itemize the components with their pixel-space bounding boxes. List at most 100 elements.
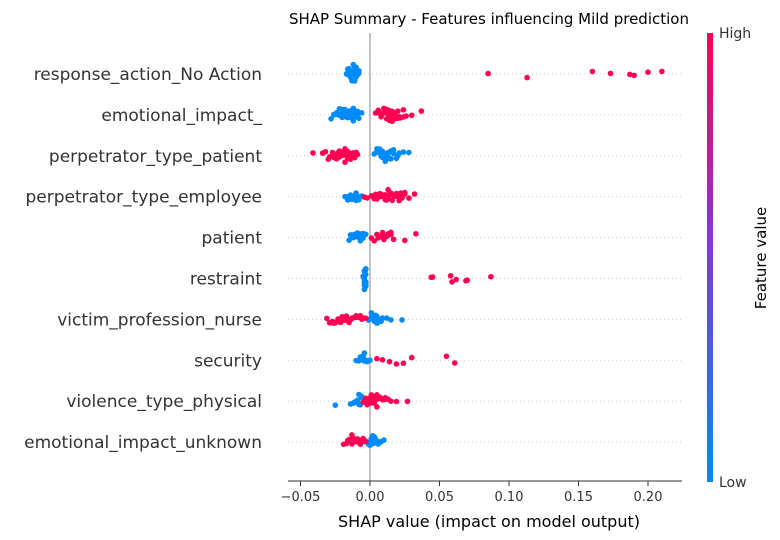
high-value-point [371,400,378,406]
high-value-point [392,112,398,118]
feature-label: perpetrator_type_employee [25,188,262,208]
high-value-point [411,191,418,197]
high-value-point [645,69,651,75]
low-value-point [338,111,344,118]
high-value-point [381,236,387,243]
low-value-point [383,315,390,321]
high-value-point [402,189,408,196]
high-value-point [485,70,491,77]
high-value-point [408,112,415,119]
x-tick-label: 0.10 [495,490,524,505]
low-value-point [376,439,383,445]
high-value-point [402,237,408,244]
high-value-point [390,236,397,243]
high-value-point [375,107,382,114]
feature-label: patient [202,229,263,249]
high-value-point [350,153,357,159]
low-value-point [383,150,390,157]
high-value-point [336,319,343,325]
low-value-point [353,70,359,77]
high-value-point [345,437,351,444]
high-value-point [324,315,330,322]
high-value-point [393,361,400,367]
chart-title: SHAP Summary - Features influencing Mild… [289,10,689,28]
colorbar: High Low Feature value [707,26,770,491]
high-value-point [400,107,407,113]
high-value-point [381,105,387,112]
high-value-point [378,191,384,197]
colorbar-title: Feature value [752,207,770,309]
x-tick-label: 0.15 [564,490,593,505]
high-value-point [400,360,407,367]
high-value-point [452,360,458,366]
high-value-point [346,151,352,157]
high-value-point [404,398,411,405]
low-value-point [379,148,386,155]
high-value-point [453,276,460,283]
high-value-point [388,108,394,115]
low-value-point [399,317,405,323]
high-value-point [374,355,380,362]
low-value-point [346,237,352,243]
high-value-point [589,68,596,75]
low-value-point [336,106,343,112]
low-value-point [400,149,407,155]
low-value-point [356,231,362,237]
low-value-point [351,108,358,115]
low-value-point [360,357,366,364]
high-value-point [627,71,633,78]
low-value-point [345,114,351,121]
high-value-point [383,197,390,203]
high-value-point [349,441,355,447]
feature-label: victim_profession_nurse [57,310,262,330]
feature-labels: response_action_No Action emotional_impac… [24,65,262,453]
low-value-point [351,194,358,201]
low-value-point [328,116,334,122]
high-value-point [378,112,384,119]
high-value-point [372,191,379,198]
high-value-point [322,149,329,155]
low-value-point [382,158,389,165]
high-value-point [524,74,530,81]
high-value-point [363,395,369,402]
low-value-point [350,61,357,68]
low-value-point [354,397,361,404]
low-value-point [351,78,358,84]
low-value-point [406,149,412,156]
feature-label: perpetrator_type_patient [49,147,262,167]
high-value-point [659,68,665,75]
high-value-point [429,274,436,280]
low-value-point [361,350,368,356]
shap-points [310,61,665,449]
high-value-point [418,108,425,114]
feature-label: response_action_No Action [34,65,262,85]
high-value-point [364,401,371,408]
low-value-point [346,108,352,114]
high-value-point [325,156,332,162]
low-value-point [372,312,379,319]
high-value-point [399,195,405,201]
x-tick-label: 0.00 [356,490,385,505]
low-value-point [331,112,337,118]
high-value-point [371,238,378,244]
high-value-point [406,195,412,201]
x-tick-label: 0.05 [425,490,454,505]
feature-label: restraint [190,270,263,290]
high-value-point [447,273,454,279]
high-value-point [375,235,382,241]
feature-label: emotional_impact_unknown [24,433,262,453]
high-value-point [376,394,383,401]
high-value-point [364,195,371,201]
high-value-point [389,118,396,125]
high-value-point [379,229,386,236]
colorbar-gradient [707,33,713,482]
high-value-point [339,313,346,320]
high-value-point [385,186,391,193]
high-value-point [488,273,494,280]
high-value-point [385,231,391,238]
low-value-point [332,402,339,409]
high-value-point [631,72,637,79]
high-value-point [358,438,365,445]
feature-label: emotional_impact_ [101,106,262,126]
